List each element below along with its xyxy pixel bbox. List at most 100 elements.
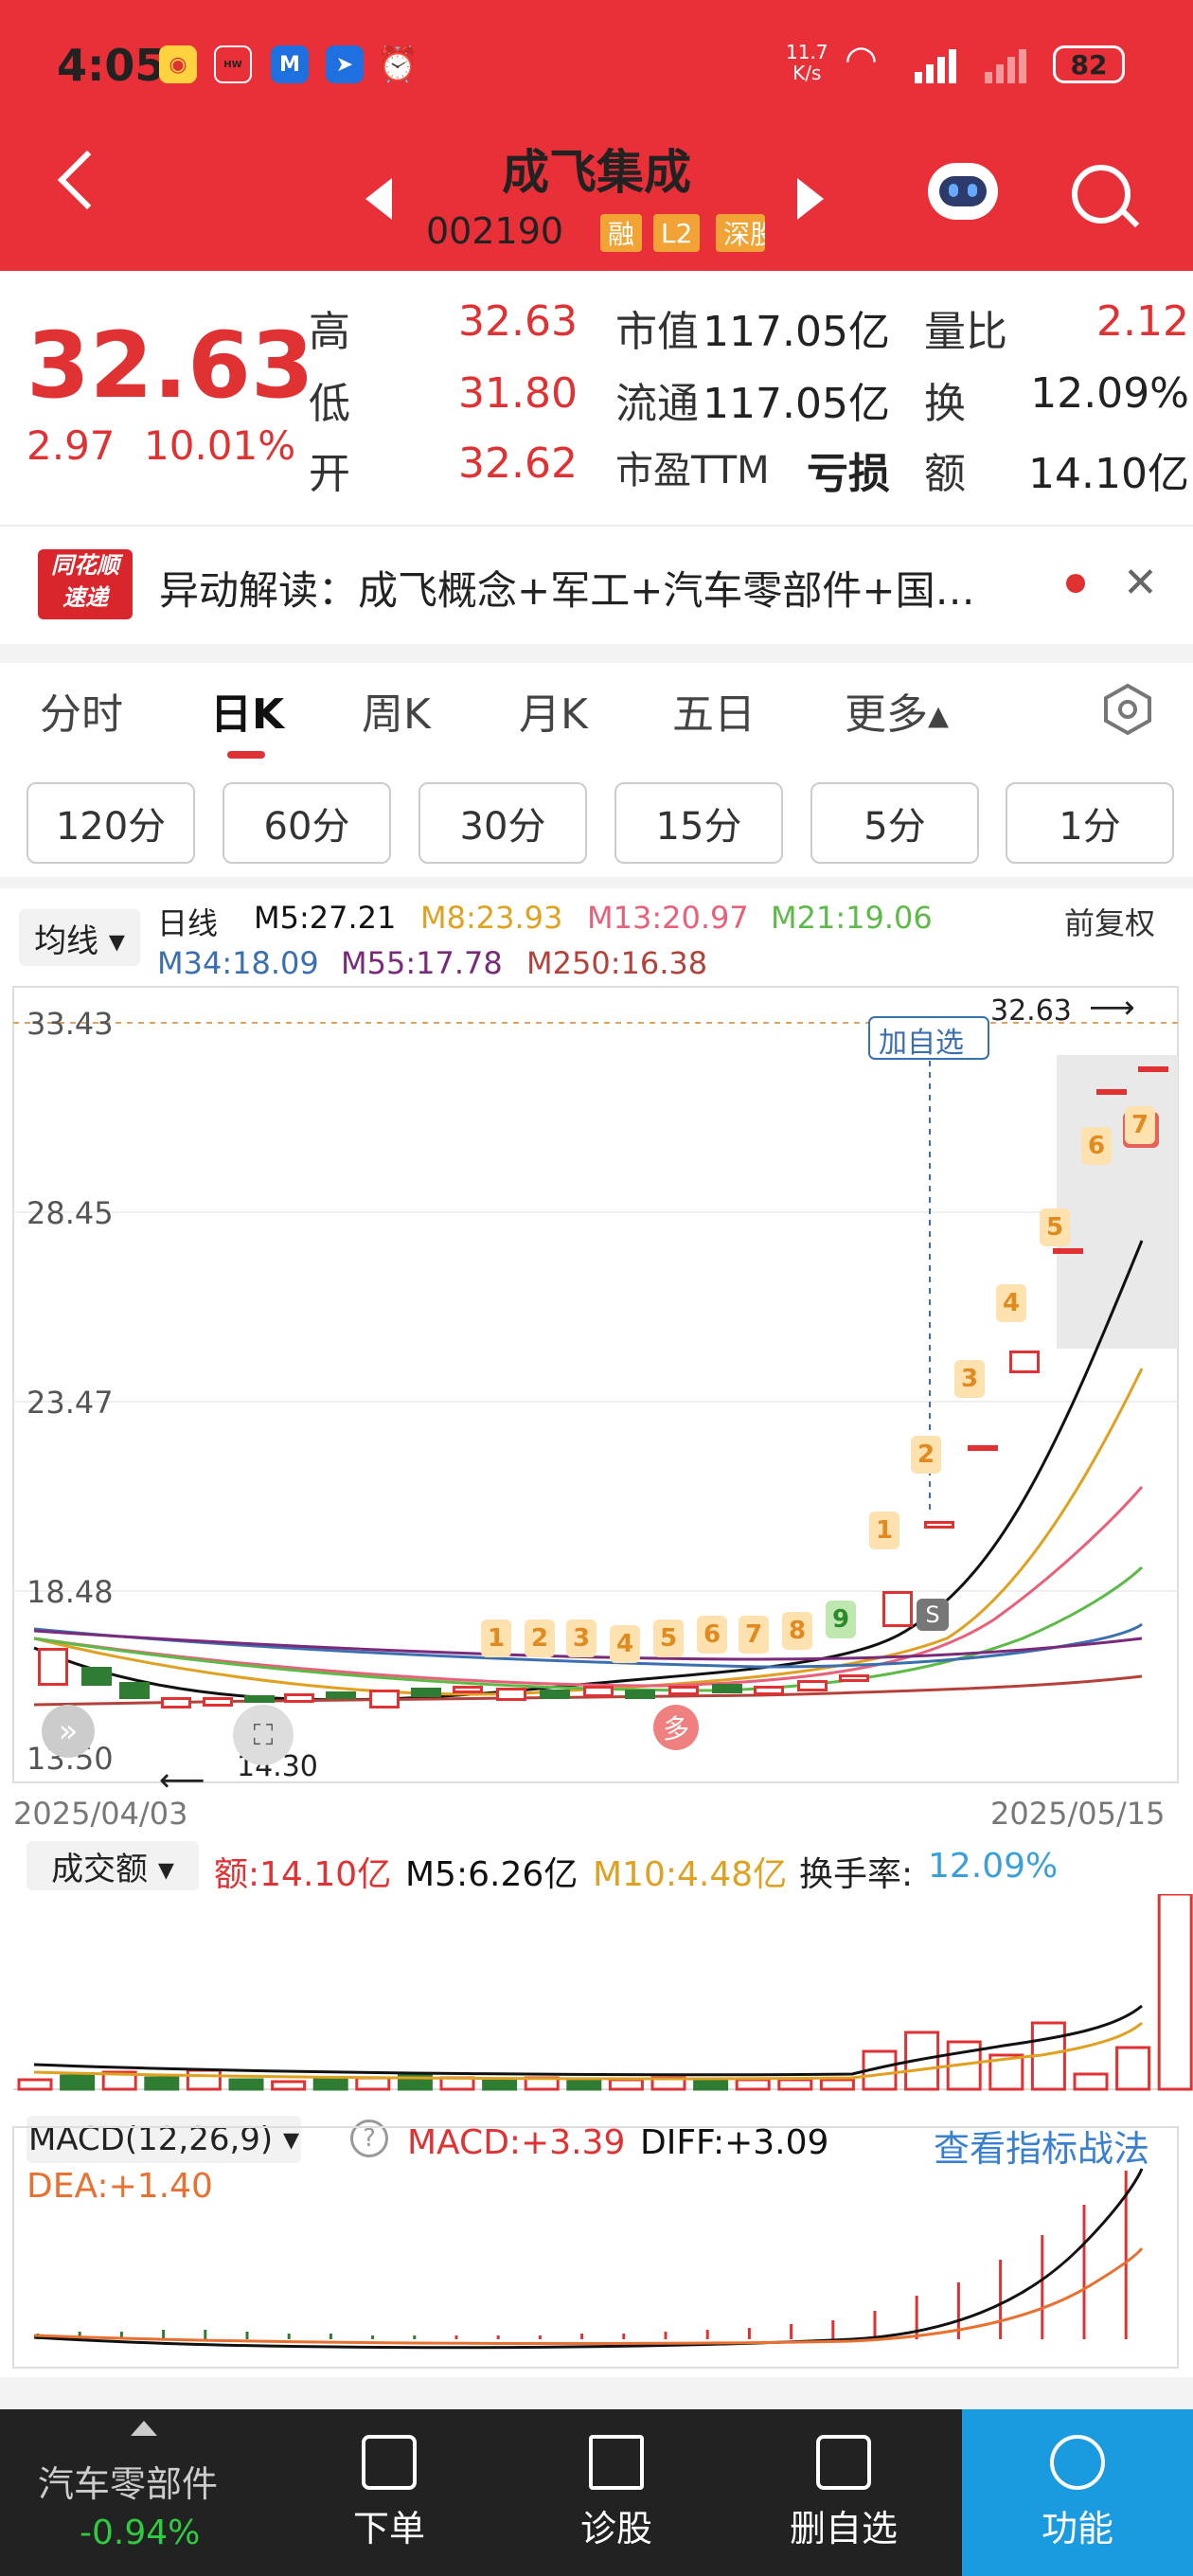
- candle: [411, 1688, 441, 1697]
- candle: [839, 1674, 869, 1682]
- candle: [38, 1648, 68, 1686]
- volume-bar: [777, 2078, 813, 2091]
- ma-selector[interactable]: 均线 ▾: [19, 909, 140, 966]
- period-high-label: 32.63: [990, 994, 1072, 1028]
- volume-bar: [819, 2078, 855, 2091]
- weibo-icon: ◉: [159, 45, 197, 83]
- ma-13: M13:20.97: [587, 900, 749, 936]
- function-button[interactable]: 功能: [962, 2409, 1193, 2576]
- settings-hex-icon[interactable]: [1100, 682, 1155, 737]
- period-15min[interactable]: 15分: [614, 782, 783, 864]
- volume-bar: [355, 2076, 391, 2091]
- tab-weekly-k[interactable]: 周K: [362, 690, 431, 739]
- divider: [0, 877, 1193, 888]
- wifi-icon: ◠: [845, 38, 878, 81]
- ma-8: M8:23.93: [420, 900, 563, 936]
- label-turnover: 换: [924, 380, 966, 428]
- badge-margin: 融: [600, 214, 643, 252]
- value-amount: 14.10亿: [1028, 450, 1189, 498]
- active-tab-indicator: [227, 751, 265, 759]
- value-vol-ratio: 2.12: [1096, 297, 1189, 346]
- label-open: 开: [309, 450, 350, 498]
- battery-indicator: 82: [1053, 45, 1125, 83]
- flash-news-logo: 同花顺 速递: [38, 549, 133, 619]
- period-30min[interactable]: 30分: [418, 782, 587, 864]
- search-icon[interactable]: [1072, 165, 1131, 224]
- assistant-robot-icon[interactable]: [928, 163, 998, 220]
- remove-favourite-button[interactable]: 删自选: [754, 2409, 934, 2576]
- candle: [668, 1686, 699, 1695]
- period-120min[interactable]: 120分: [27, 782, 195, 864]
- volume-chart[interactable]: [0, 1894, 1193, 2095]
- sequence-count-badge: 9: [826, 1601, 856, 1638]
- label-float-cap: 流通: [615, 380, 699, 428]
- close-icon[interactable]: ✕: [1123, 559, 1158, 607]
- notice-text[interactable]: 异动解读：成飞概念+军工+汽车零部件+国…: [159, 567, 975, 614]
- next-stock-icon[interactable]: [797, 178, 824, 220]
- candle: [797, 1680, 828, 1691]
- badge-l2: L2: [653, 214, 701, 252]
- volume-bar: [1073, 2072, 1109, 2091]
- tab-more[interactable]: 更多▴: [845, 690, 950, 739]
- period-1min[interactable]: 1分: [1006, 782, 1174, 864]
- candle: [284, 1693, 314, 1703]
- candle: [453, 1686, 483, 1693]
- label-amount: 额: [924, 450, 966, 498]
- prev-stock-icon[interactable]: [365, 178, 392, 220]
- dea-value: DEA:+1.40: [27, 2167, 213, 2206]
- indicator-guide-link[interactable]: 查看指标战法: [934, 2128, 1150, 2170]
- ma-34: M34:18.09: [157, 945, 319, 981]
- volume-selector[interactable]: 成交额 ▾: [27, 1841, 199, 1890]
- adjust-mode[interactable]: 前复权: [1064, 905, 1156, 941]
- value-mktcap: 117.05亿: [703, 308, 890, 356]
- sell-signal-badge[interactable]: S: [917, 1599, 949, 1631]
- alarm-icon: ⏰: [376, 45, 419, 84]
- candle: [1138, 1066, 1168, 1072]
- candle: [81, 1667, 112, 1686]
- value-low: 31.80: [458, 369, 578, 418]
- sector-name[interactable]: 汽车零部件: [38, 2463, 219, 2505]
- tab-daily-k[interactable]: 日K: [210, 690, 285, 739]
- tab-monthly-k[interactable]: 月K: [519, 690, 588, 739]
- net-speed: 11.7 K/s: [786, 41, 828, 84]
- sequence-count-badge: 2: [525, 1619, 555, 1657]
- macd-chart[interactable]: [0, 2125, 1193, 2371]
- order-button[interactable]: 下单: [299, 2409, 479, 2576]
- expand-up-icon[interactable]: [131, 2421, 157, 2436]
- volume-bar: [271, 2080, 307, 2091]
- volume-bar: [101, 2070, 137, 2091]
- tab-intraday[interactable]: 分时: [40, 690, 123, 739]
- expand-left-icon[interactable]: »: [42, 1705, 95, 1758]
- price-change: 2.97: [27, 422, 116, 469]
- notice-bar[interactable]: [0, 525, 1193, 644]
- sequence-count-badge: 5: [653, 1619, 684, 1657]
- candle: [161, 1697, 191, 1708]
- period-60min[interactable]: 60分: [223, 782, 391, 864]
- diagnose-button[interactable]: 诊股: [526, 2409, 706, 2576]
- value-pe: 亏损: [807, 450, 890, 498]
- candle: [244, 1695, 275, 1703]
- bullish-signal-badge[interactable]: 多: [653, 1705, 699, 1750]
- candle: [496, 1688, 526, 1701]
- sequence-count-badge: 6: [697, 1616, 727, 1654]
- candle: [1009, 1351, 1040, 1373]
- value-turnover: 12.09%: [1030, 369, 1189, 418]
- tab-five-day[interactable]: 五日: [672, 690, 756, 739]
- candle: [326, 1691, 356, 1699]
- y-tick-2: 28.45: [27, 1195, 114, 1231]
- period-5min[interactable]: 5分: [810, 782, 979, 864]
- value-float-cap: 117.05亿: [703, 380, 890, 428]
- kline-overlay: 33.43 28.45 23.47 18.48 13.50 32.63 ⟶ ⟵ …: [0, 985, 1193, 1837]
- fullscreen-icon[interactable]: ⛶: [233, 1705, 294, 1765]
- macd-selector[interactable]: MACD(12,26,9) ▾: [27, 2116, 301, 2163]
- sequence-count-badge: 2: [911, 1436, 941, 1474]
- help-icon[interactable]: ?: [350, 2120, 388, 2157]
- date-end: 2025/05/15: [990, 1796, 1166, 1832]
- volume-bar: [608, 2078, 644, 2091]
- ma-period-label: 日线: [157, 905, 219, 941]
- unread-dot: [1066, 574, 1085, 593]
- price-change-pct: 10.01%: [144, 422, 296, 469]
- diff-value: DIFF:+3.09: [640, 2123, 829, 2162]
- volume-bar: [60, 2074, 96, 2091]
- add-favourite-marker[interactable]: 加自选: [879, 1027, 964, 1060]
